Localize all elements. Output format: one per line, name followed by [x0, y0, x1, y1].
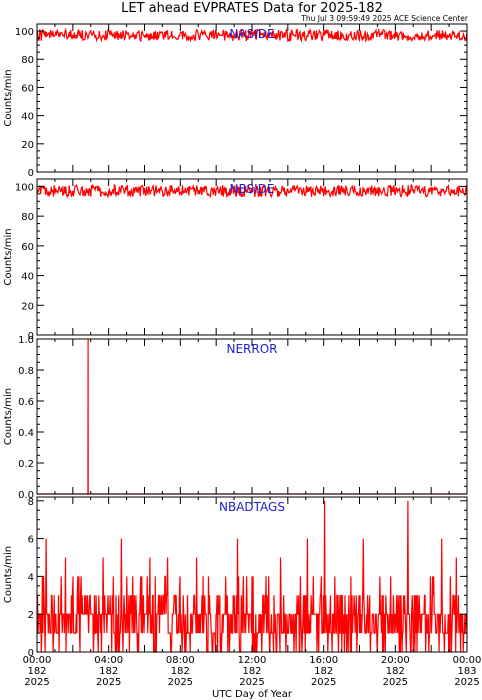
x-tick-label-year: 2025 [24, 677, 49, 688]
x-tick-label-doy: 183 [457, 666, 476, 677]
panel-label: NBSIDE [230, 182, 275, 196]
y-tick-label: 0.8 [18, 366, 34, 377]
y-tick-label: 100 [15, 27, 34, 38]
panels: 020406080100Counts/minNASIDE020406080100… [3, 23, 482, 688]
x-tick-label-doy: 182 [99, 666, 118, 677]
x-tick-label-time: 12:00 [238, 655, 267, 666]
y-tick-label: 0 [28, 168, 34, 179]
x-tick-label-year: 2025 [383, 677, 408, 688]
x-tick-label-doy: 182 [27, 666, 46, 677]
panel-naside: 0 20 40 60 80 100 Counts/min NASIDE [3, 23, 468, 179]
y-tick-label: 20 [21, 140, 34, 151]
y-tick-label: 80 [21, 212, 34, 223]
y-tick-label: 40 [21, 112, 34, 123]
y-tick-label: 0.4 [18, 428, 34, 439]
x-tick-label-doy: 182 [171, 666, 190, 677]
y-tick-label: 40 [21, 272, 34, 283]
plot-frame [36, 178, 468, 336]
panel-nerror: 0.0 0.2 0.4 0.6 0.8 1.0 Counts/min NERROR [3, 335, 468, 501]
y-tick-label: 100 [15, 182, 34, 193]
x-tick-label-time: 08:00 [166, 655, 195, 666]
plot-frame [36, 338, 468, 495]
x-tick-label-doy: 182 [242, 666, 261, 677]
y-axis-title: Counts/min [3, 228, 14, 285]
y-tick-label: 1.0 [18, 335, 34, 346]
panel-label: NASIDE [229, 27, 274, 41]
panel-nbside: 0 20 40 60 80 100 Counts/min NBSIDE [3, 178, 468, 342]
x-tick-label-year: 2025 [239, 677, 264, 688]
x-tick-label-year: 2025 [454, 677, 479, 688]
series-line-nerror [37, 338, 467, 495]
y-tick-label: 2 [28, 610, 34, 621]
chart-title: LET ahead EVPRATES Data for 2025-182 [121, 1, 383, 16]
y-tick-label: 0 [28, 648, 34, 659]
y-axis-title: Counts/min [3, 546, 14, 603]
x-tick-label-time: 04:00 [94, 655, 123, 666]
y-tick-label: 8 [28, 497, 34, 508]
timestamp: Thu Jul 3 09:59:49 2025 ACE Science Cent… [300, 14, 469, 23]
series-line-nbadtags [36, 500, 468, 653]
x-tick-label-time: 16:00 [309, 655, 338, 666]
x-tick-label-year: 2025 [168, 677, 193, 688]
x-tick-label-time: 00:00 [453, 655, 482, 666]
x-tick-label-year: 2025 [311, 677, 336, 688]
x-tick-label-time: 20:00 [381, 655, 410, 666]
y-tick-label: 60 [21, 242, 34, 253]
x-tick-label-doy: 182 [386, 666, 405, 677]
y-tick-label: 80 [21, 55, 34, 66]
y-axis-title: Counts/min [3, 388, 14, 445]
y-tick-label: 0 [28, 331, 34, 342]
panel-nbadtags: 0 2 4 6 8 Counts/min NBADTAGS [3, 496, 468, 659]
y-tick-label: 6 [28, 535, 34, 546]
panel-label: NBADTAGS [219, 500, 285, 514]
y-tick-label: 4 [28, 572, 34, 583]
y-tick-label: 0.2 [18, 459, 34, 470]
x-axis-title: UTC Day of Year [212, 689, 293, 700]
y-tick-label: 0.0 [18, 490, 34, 501]
plot-frame [36, 23, 468, 173]
x-axis-labels: 00:00182202504:00182202508:00182202512:0… [23, 655, 482, 688]
panel-label: NERROR [226, 342, 277, 356]
x-tick-label-doy: 182 [314, 666, 333, 677]
y-axis-title: Counts/min [3, 69, 14, 126]
y-tick-label: 0.6 [18, 397, 34, 408]
x-tick-label-time: 00:00 [23, 655, 52, 666]
series-line-nbside [36, 183, 468, 199]
x-tick-label-year: 2025 [96, 677, 121, 688]
y-tick-label: 60 [21, 83, 34, 94]
y-tick-label: 20 [21, 301, 34, 312]
